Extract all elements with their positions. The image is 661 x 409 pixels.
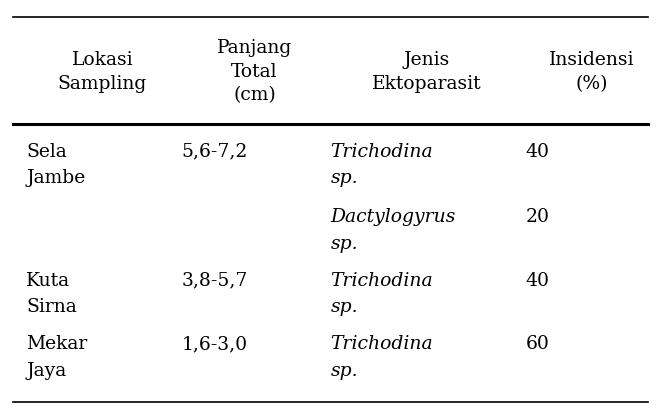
- Text: Trichodina: Trichodina: [330, 142, 433, 160]
- Text: 20: 20: [525, 208, 549, 226]
- Text: sp.: sp.: [330, 298, 358, 316]
- Text: Trichodina: Trichodina: [330, 335, 433, 353]
- Text: 1,6-3,0: 1,6-3,0: [182, 335, 248, 353]
- Text: 40: 40: [525, 142, 549, 160]
- Text: 5,6-7,2: 5,6-7,2: [182, 142, 248, 160]
- Text: sp.: sp.: [330, 169, 358, 187]
- Text: Panjang: Panjang: [217, 39, 292, 57]
- Text: sp.: sp.: [330, 234, 358, 252]
- Text: 60: 60: [525, 335, 549, 353]
- Text: Total: Total: [231, 63, 278, 81]
- Text: 40: 40: [525, 271, 549, 289]
- Text: (%): (%): [575, 74, 608, 92]
- Text: Mekar: Mekar: [26, 335, 88, 353]
- Text: Sampling: Sampling: [58, 74, 147, 92]
- Text: sp.: sp.: [330, 361, 358, 379]
- Text: Dactylogyrus: Dactylogyrus: [330, 208, 456, 226]
- Text: Insidensi: Insidensi: [549, 51, 635, 69]
- Text: Jambe: Jambe: [26, 169, 86, 187]
- Text: Sirna: Sirna: [26, 298, 77, 316]
- Text: (cm): (cm): [233, 86, 276, 104]
- Text: Trichodina: Trichodina: [330, 271, 433, 289]
- Text: Sela: Sela: [26, 142, 67, 160]
- Text: Ektoparasit: Ektoparasit: [371, 74, 481, 92]
- Text: Lokasi: Lokasi: [71, 51, 134, 69]
- Text: Kuta: Kuta: [26, 271, 71, 289]
- Text: 3,8-5,7: 3,8-5,7: [182, 271, 248, 289]
- Text: Jaya: Jaya: [26, 361, 67, 379]
- Text: Jenis: Jenis: [403, 51, 449, 69]
